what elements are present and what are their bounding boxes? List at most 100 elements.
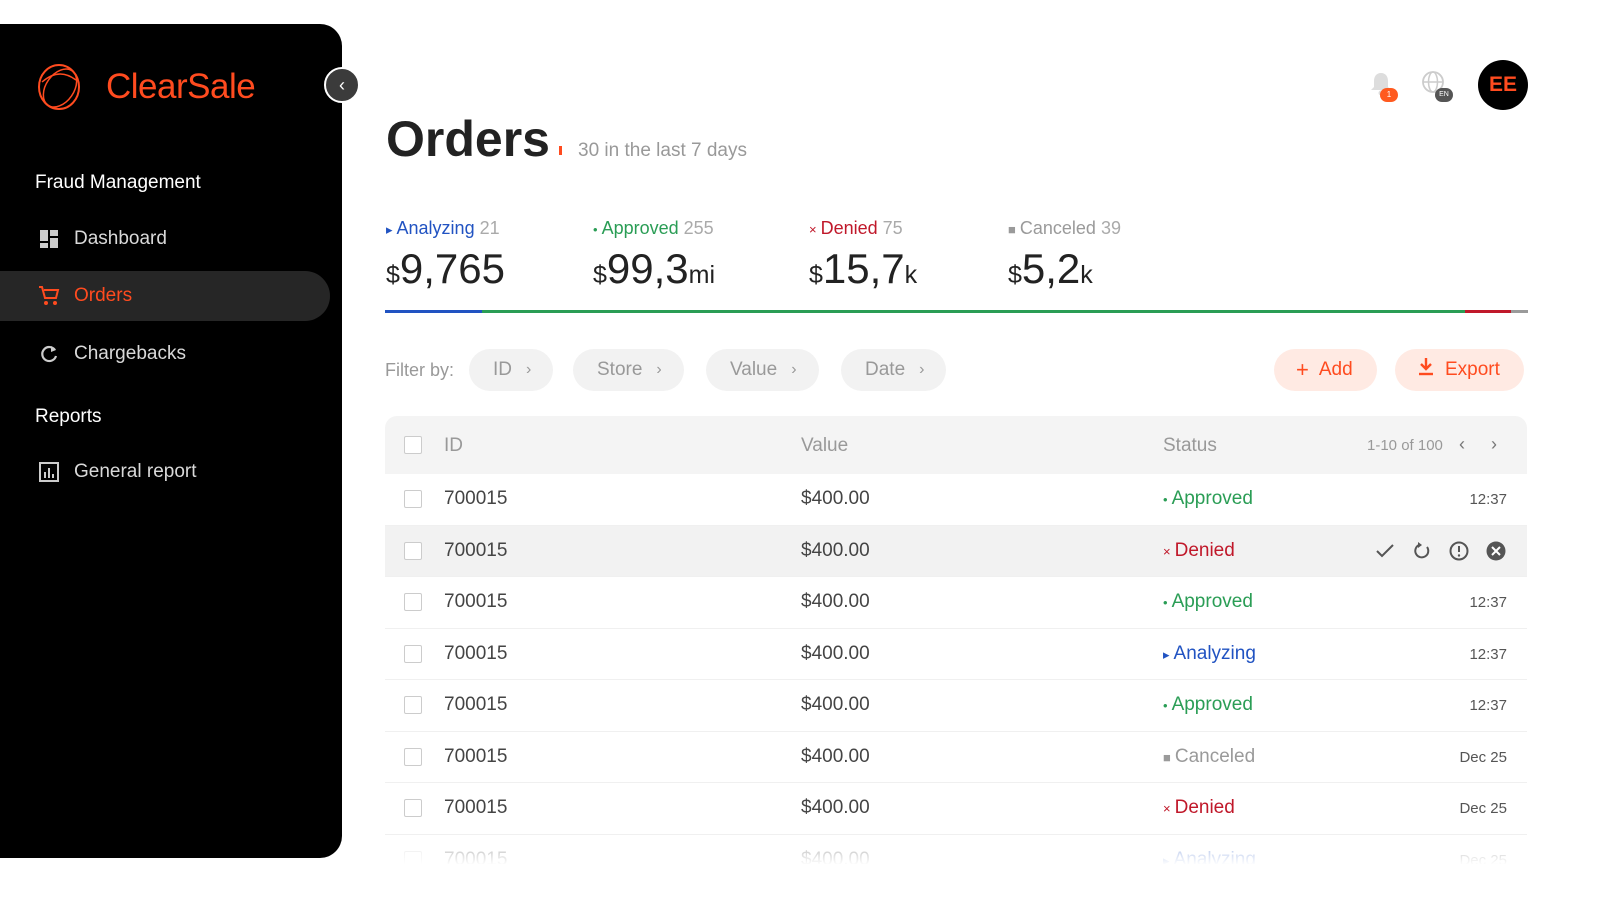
export-button[interactable]: Export: [1395, 349, 1524, 391]
sidebar-item-label: Dashboard: [74, 228, 167, 249]
order-id: 700015: [444, 642, 508, 664]
stat-analyzing[interactable]: ▸ Analyzing 21 $9,765: [386, 218, 505, 293]
reanalyze-action-icon[interactable]: [1411, 540, 1433, 562]
column-header-value[interactable]: Value: [801, 435, 849, 456]
analyzing-marker-icon: ▸: [386, 222, 393, 237]
order-value: $400.00: [801, 642, 870, 664]
notifications-button[interactable]: 1: [1368, 70, 1400, 102]
next-page-button[interactable]: ›: [1491, 434, 1497, 454]
order-id: 700015: [444, 488, 508, 509]
table-row[interactable]: 700015 $400.00 ■ Canceled Dec 25: [385, 732, 1527, 783]
add-button[interactable]: + Add: [1274, 349, 1377, 391]
stat-canceled[interactable]: ■ Canceled 39 $5,2k: [1008, 218, 1121, 293]
orders-table: ID Value Status 1-10 of 100 ‹ › 700015 $4…: [385, 416, 1527, 865]
chevron-right-icon: ›: [526, 361, 532, 378]
stat-suffix: k: [904, 261, 918, 289]
chip-label: Value: [730, 359, 778, 380]
row-checkbox[interactable]: [404, 541, 422, 560]
stat-currency: $: [593, 261, 607, 289]
stat-label: Canceled: [1019, 218, 1096, 238]
chevron-right-icon: ›: [919, 361, 925, 378]
stat-count: 75: [882, 218, 903, 238]
filter-label: Filter by:: [385, 360, 455, 380]
order-id: 700015: [444, 591, 508, 612]
row-checkbox[interactable]: [404, 593, 422, 611]
table-row[interactable]: 700015 $400.00 × Denied: [385, 525, 1527, 577]
order-status: • Approved: [1163, 591, 1253, 613]
order-id: 700015: [444, 694, 508, 715]
table-row[interactable]: 700015 $400.00 • Approved 12:37: [385, 577, 1527, 629]
column-header-id[interactable]: ID: [444, 435, 463, 456]
notification-badge: 1: [1380, 88, 1398, 102]
page-title: Orders: [386, 111, 550, 167]
cancel-action-icon[interactable]: [1485, 540, 1507, 562]
cart-icon: [36, 285, 62, 307]
bar-chart-icon: [36, 462, 62, 482]
row-checkbox[interactable]: [404, 696, 422, 714]
filter-chip-store[interactable]: Store ›: [573, 349, 684, 391]
avatar[interactable]: EE: [1478, 60, 1528, 110]
order-time: 12:37: [1469, 645, 1507, 663]
table-row[interactable]: 700015 $400.00 ▸ Analyzing 12:37: [385, 629, 1527, 680]
add-label: Add: [1318, 359, 1353, 380]
table-header: ID Value Status 1-10 of 100 ‹ ›: [385, 416, 1527, 474]
language-badge: EN: [1435, 88, 1453, 102]
page-subtitle: 30 in the last 7 days: [578, 140, 747, 161]
status-marker-icon: •: [1163, 595, 1168, 610]
collapse-sidebar-button[interactable]: ‹: [324, 67, 360, 103]
stat-label: Approved: [601, 218, 679, 238]
alert-action-icon[interactable]: [1448, 540, 1470, 562]
row-checkbox[interactable]: [404, 747, 422, 766]
select-all-checkbox[interactable]: [404, 436, 422, 454]
filter-chip-id[interactable]: ID ›: [469, 349, 554, 391]
sidebar-item-general-report[interactable]: General report: [0, 447, 330, 497]
stat-label: Analyzing: [396, 218, 475, 238]
table-row[interactable]: 700015 $400.00 • Approved 12:37: [385, 680, 1527, 732]
dashboard-icon: [36, 229, 62, 249]
column-header-status[interactable]: Status: [1163, 435, 1217, 456]
status-marker-icon: •: [1163, 698, 1168, 713]
order-status: × Denied: [1163, 540, 1235, 562]
order-time: 12:37: [1469, 697, 1507, 714]
table-row[interactable]: 700015 $400.00 × Denied Dec 25: [385, 783, 1527, 835]
row-checkbox[interactable]: [404, 799, 422, 817]
sidebar-item-orders[interactable]: Orders: [0, 271, 330, 321]
stat-currency: $: [809, 261, 823, 289]
filter-chip-value[interactable]: Value ›: [706, 349, 819, 391]
order-id: 700015: [444, 745, 508, 767]
status-label: Analyzing: [1173, 642, 1256, 664]
sidebar-item-dashboard[interactable]: Dashboard: [0, 214, 330, 264]
stat-denied[interactable]: × Denied 75 $15,7k: [809, 218, 917, 293]
chevron-right-icon: ›: [791, 361, 797, 378]
table-body: 700015 $400.00 • Approved 12:37 700015 $400.00…: [385, 474, 1527, 865]
language-button[interactable]: EN: [1421, 70, 1453, 102]
order-value: $400.00: [801, 694, 870, 715]
previous-page-button[interactable]: ‹: [1459, 434, 1465, 454]
stat-currency: $: [1008, 261, 1022, 289]
status-label: Canceled: [1174, 745, 1256, 767]
stat-label: Denied: [820, 218, 878, 238]
stat-amount: 99,3: [606, 245, 689, 292]
chip-label: ID: [493, 359, 512, 380]
order-value: $400.00: [801, 591, 870, 612]
chevron-left-icon: ‹: [339, 74, 345, 95]
sidebar-item-chargebacks[interactable]: Chargebacks: [0, 329, 330, 379]
table-row[interactable]: 700015 $400.00 • Approved 12:37: [385, 474, 1527, 526]
scroll-fade: [385, 835, 1527, 865]
filter-chip-date[interactable]: Date ›: [841, 349, 947, 391]
title-marker: [559, 146, 562, 155]
approve-action-icon[interactable]: [1374, 540, 1396, 562]
order-value: $400.00: [801, 745, 870, 767]
section-fraud-management: Fraud Management: [35, 172, 201, 193]
row-checkbox[interactable]: [404, 644, 422, 663]
status-marker-icon: ■: [1163, 749, 1171, 765]
stat-approved[interactable]: • Approved 255 $99,3mi: [593, 218, 715, 293]
row-actions: [1374, 540, 1507, 562]
plus-icon: +: [1296, 357, 1309, 382]
status-label: Approved: [1171, 488, 1253, 509]
status-marker-icon: ▸: [1163, 646, 1170, 662]
brand-logo[interactable]: ClearSale: [34, 62, 256, 112]
stat-currency: $: [386, 261, 400, 289]
row-checkbox[interactable]: [404, 490, 422, 508]
stat-count: 255: [683, 218, 714, 238]
